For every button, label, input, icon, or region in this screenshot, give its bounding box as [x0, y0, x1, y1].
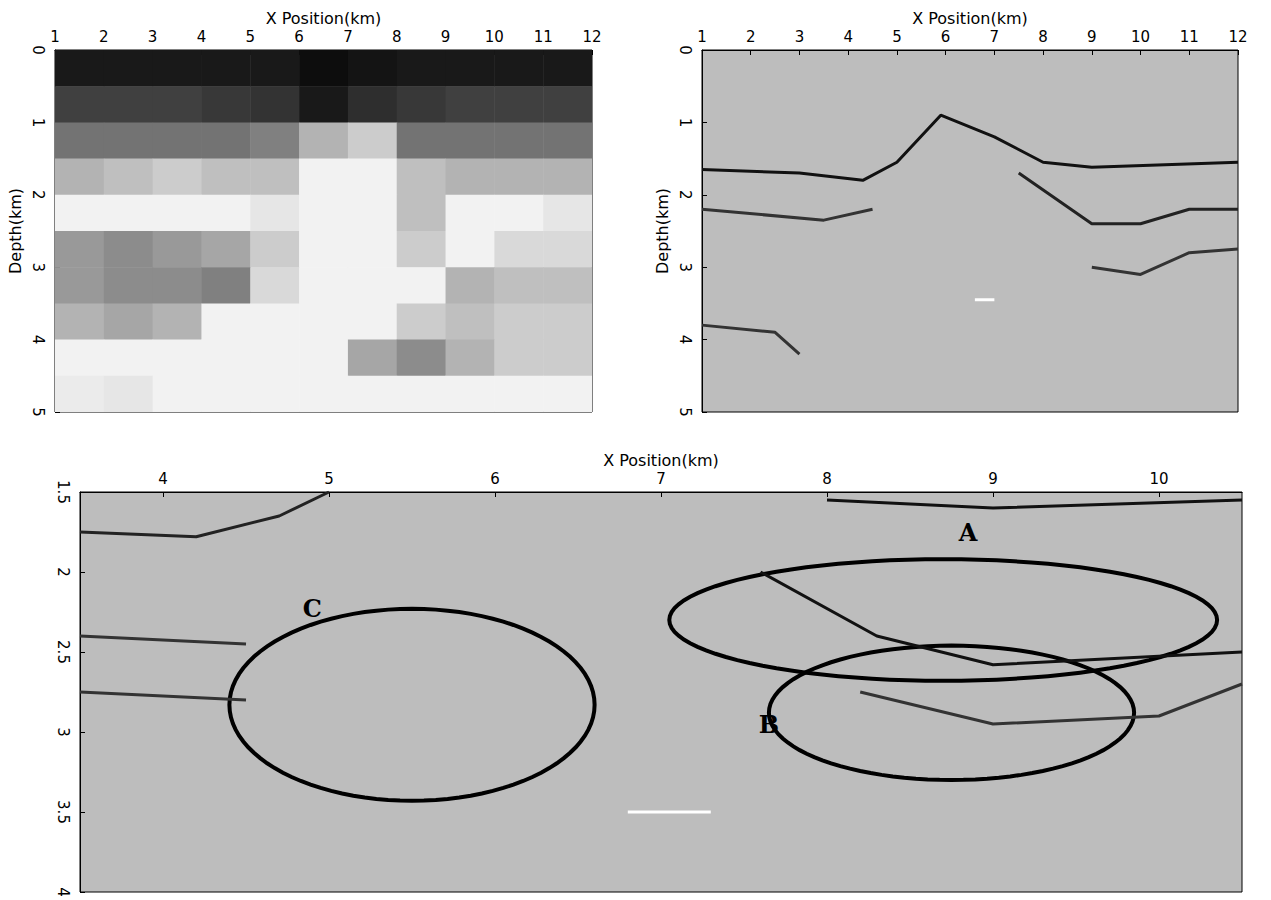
svg-text:12: 12 — [582, 28, 601, 46]
svg-text:4: 4 — [843, 28, 853, 46]
svg-text:5: 5 — [29, 407, 47, 417]
svg-text:4: 4 — [197, 28, 207, 46]
svg-text:Depth(km): Depth(km) — [653, 188, 672, 274]
svg-text:5: 5 — [892, 28, 902, 46]
svg-text:9: 9 — [441, 28, 451, 46]
svg-text:8: 8 — [392, 28, 402, 46]
svg-text:1: 1 — [676, 118, 694, 128]
svg-text:1.5: 1.5 — [54, 480, 72, 504]
svg-text:7: 7 — [343, 28, 353, 46]
svg-text:X Position(km): X Position(km) — [603, 451, 719, 470]
svg-text:8: 8 — [1038, 28, 1048, 46]
svg-text:5: 5 — [324, 470, 334, 488]
svg-text:0: 0 — [29, 45, 47, 55]
svg-text:3: 3 — [54, 727, 72, 737]
svg-text:2.5: 2.5 — [54, 640, 72, 664]
svg-text:2: 2 — [54, 567, 72, 577]
svg-text:2: 2 — [29, 190, 47, 200]
svg-text:10: 10 — [1131, 28, 1150, 46]
svg-text:6: 6 — [490, 470, 500, 488]
svg-text:1: 1 — [29, 118, 47, 128]
svg-text:3: 3 — [148, 28, 158, 46]
svg-text:X Position(km): X Position(km) — [912, 9, 1028, 28]
svg-text:B: B — [759, 710, 779, 739]
svg-text:3: 3 — [676, 262, 694, 272]
svg-text:A: A — [958, 518, 978, 547]
svg-text:3.5: 3.5 — [54, 800, 72, 824]
svg-text:9: 9 — [1087, 28, 1097, 46]
svg-text:2: 2 — [746, 28, 756, 46]
svg-text:5: 5 — [676, 407, 694, 417]
svg-text:4: 4 — [54, 887, 72, 897]
svg-text:9: 9 — [988, 470, 998, 488]
svg-text:1: 1 — [697, 28, 707, 46]
svg-text:3: 3 — [29, 262, 47, 272]
svg-text:10: 10 — [485, 28, 504, 46]
svg-text:2: 2 — [676, 190, 694, 200]
svg-text:11: 11 — [1180, 28, 1199, 46]
svg-text:6: 6 — [294, 28, 304, 46]
svg-text:8: 8 — [822, 470, 832, 488]
svg-text:4: 4 — [676, 335, 694, 345]
svg-text:11: 11 — [534, 28, 553, 46]
svg-text:4: 4 — [158, 470, 168, 488]
svg-text:10: 10 — [1149, 470, 1168, 488]
svg-text:7: 7 — [656, 470, 666, 488]
svg-text:0: 0 — [676, 45, 694, 55]
svg-text:5: 5 — [245, 28, 255, 46]
svg-text:C: C — [303, 594, 322, 623]
svg-text:Depth(km): Depth(km) — [6, 188, 25, 274]
svg-text:2: 2 — [99, 28, 109, 46]
svg-text:6: 6 — [941, 28, 951, 46]
svg-text:4: 4 — [29, 335, 47, 345]
svg-text:1: 1 — [50, 28, 60, 46]
svg-text:X Position(km): X Position(km) — [266, 9, 382, 28]
svg-text:7: 7 — [990, 28, 1000, 46]
svg-text:3: 3 — [795, 28, 805, 46]
svg-text:12: 12 — [1228, 28, 1247, 46]
